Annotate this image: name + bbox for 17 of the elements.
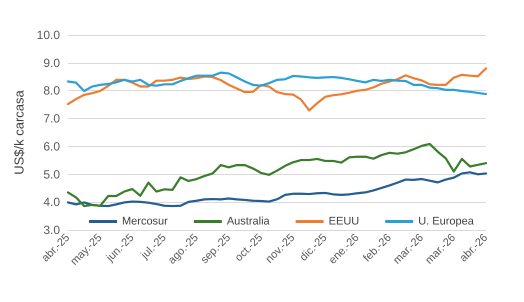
y-tick-label: 3.0 [43, 223, 60, 237]
y-tick-label: 6.0 [43, 139, 60, 154]
y-tick-label: 5.0 [43, 167, 60, 182]
y-axis-title: US$/k carcasa [12, 89, 27, 175]
legend-label: Mercosur [122, 216, 168, 228]
line-series [66, 72, 488, 96]
legend-label: U. Europea [418, 216, 475, 228]
y-tick-label: 10.0 [36, 28, 60, 42]
line-series [66, 171, 488, 208]
legend-label: EEUU [328, 216, 360, 228]
line-series [66, 67, 488, 112]
legend-label: Australia [226, 216, 271, 228]
y-tick-label: 4.0 [43, 195, 60, 210]
y-tick-label: 8.0 [43, 84, 60, 98]
line-series [66, 142, 488, 208]
y-tick-label: 7.0 [43, 112, 60, 126]
y-tick-label: 9.0 [43, 56, 60, 70]
